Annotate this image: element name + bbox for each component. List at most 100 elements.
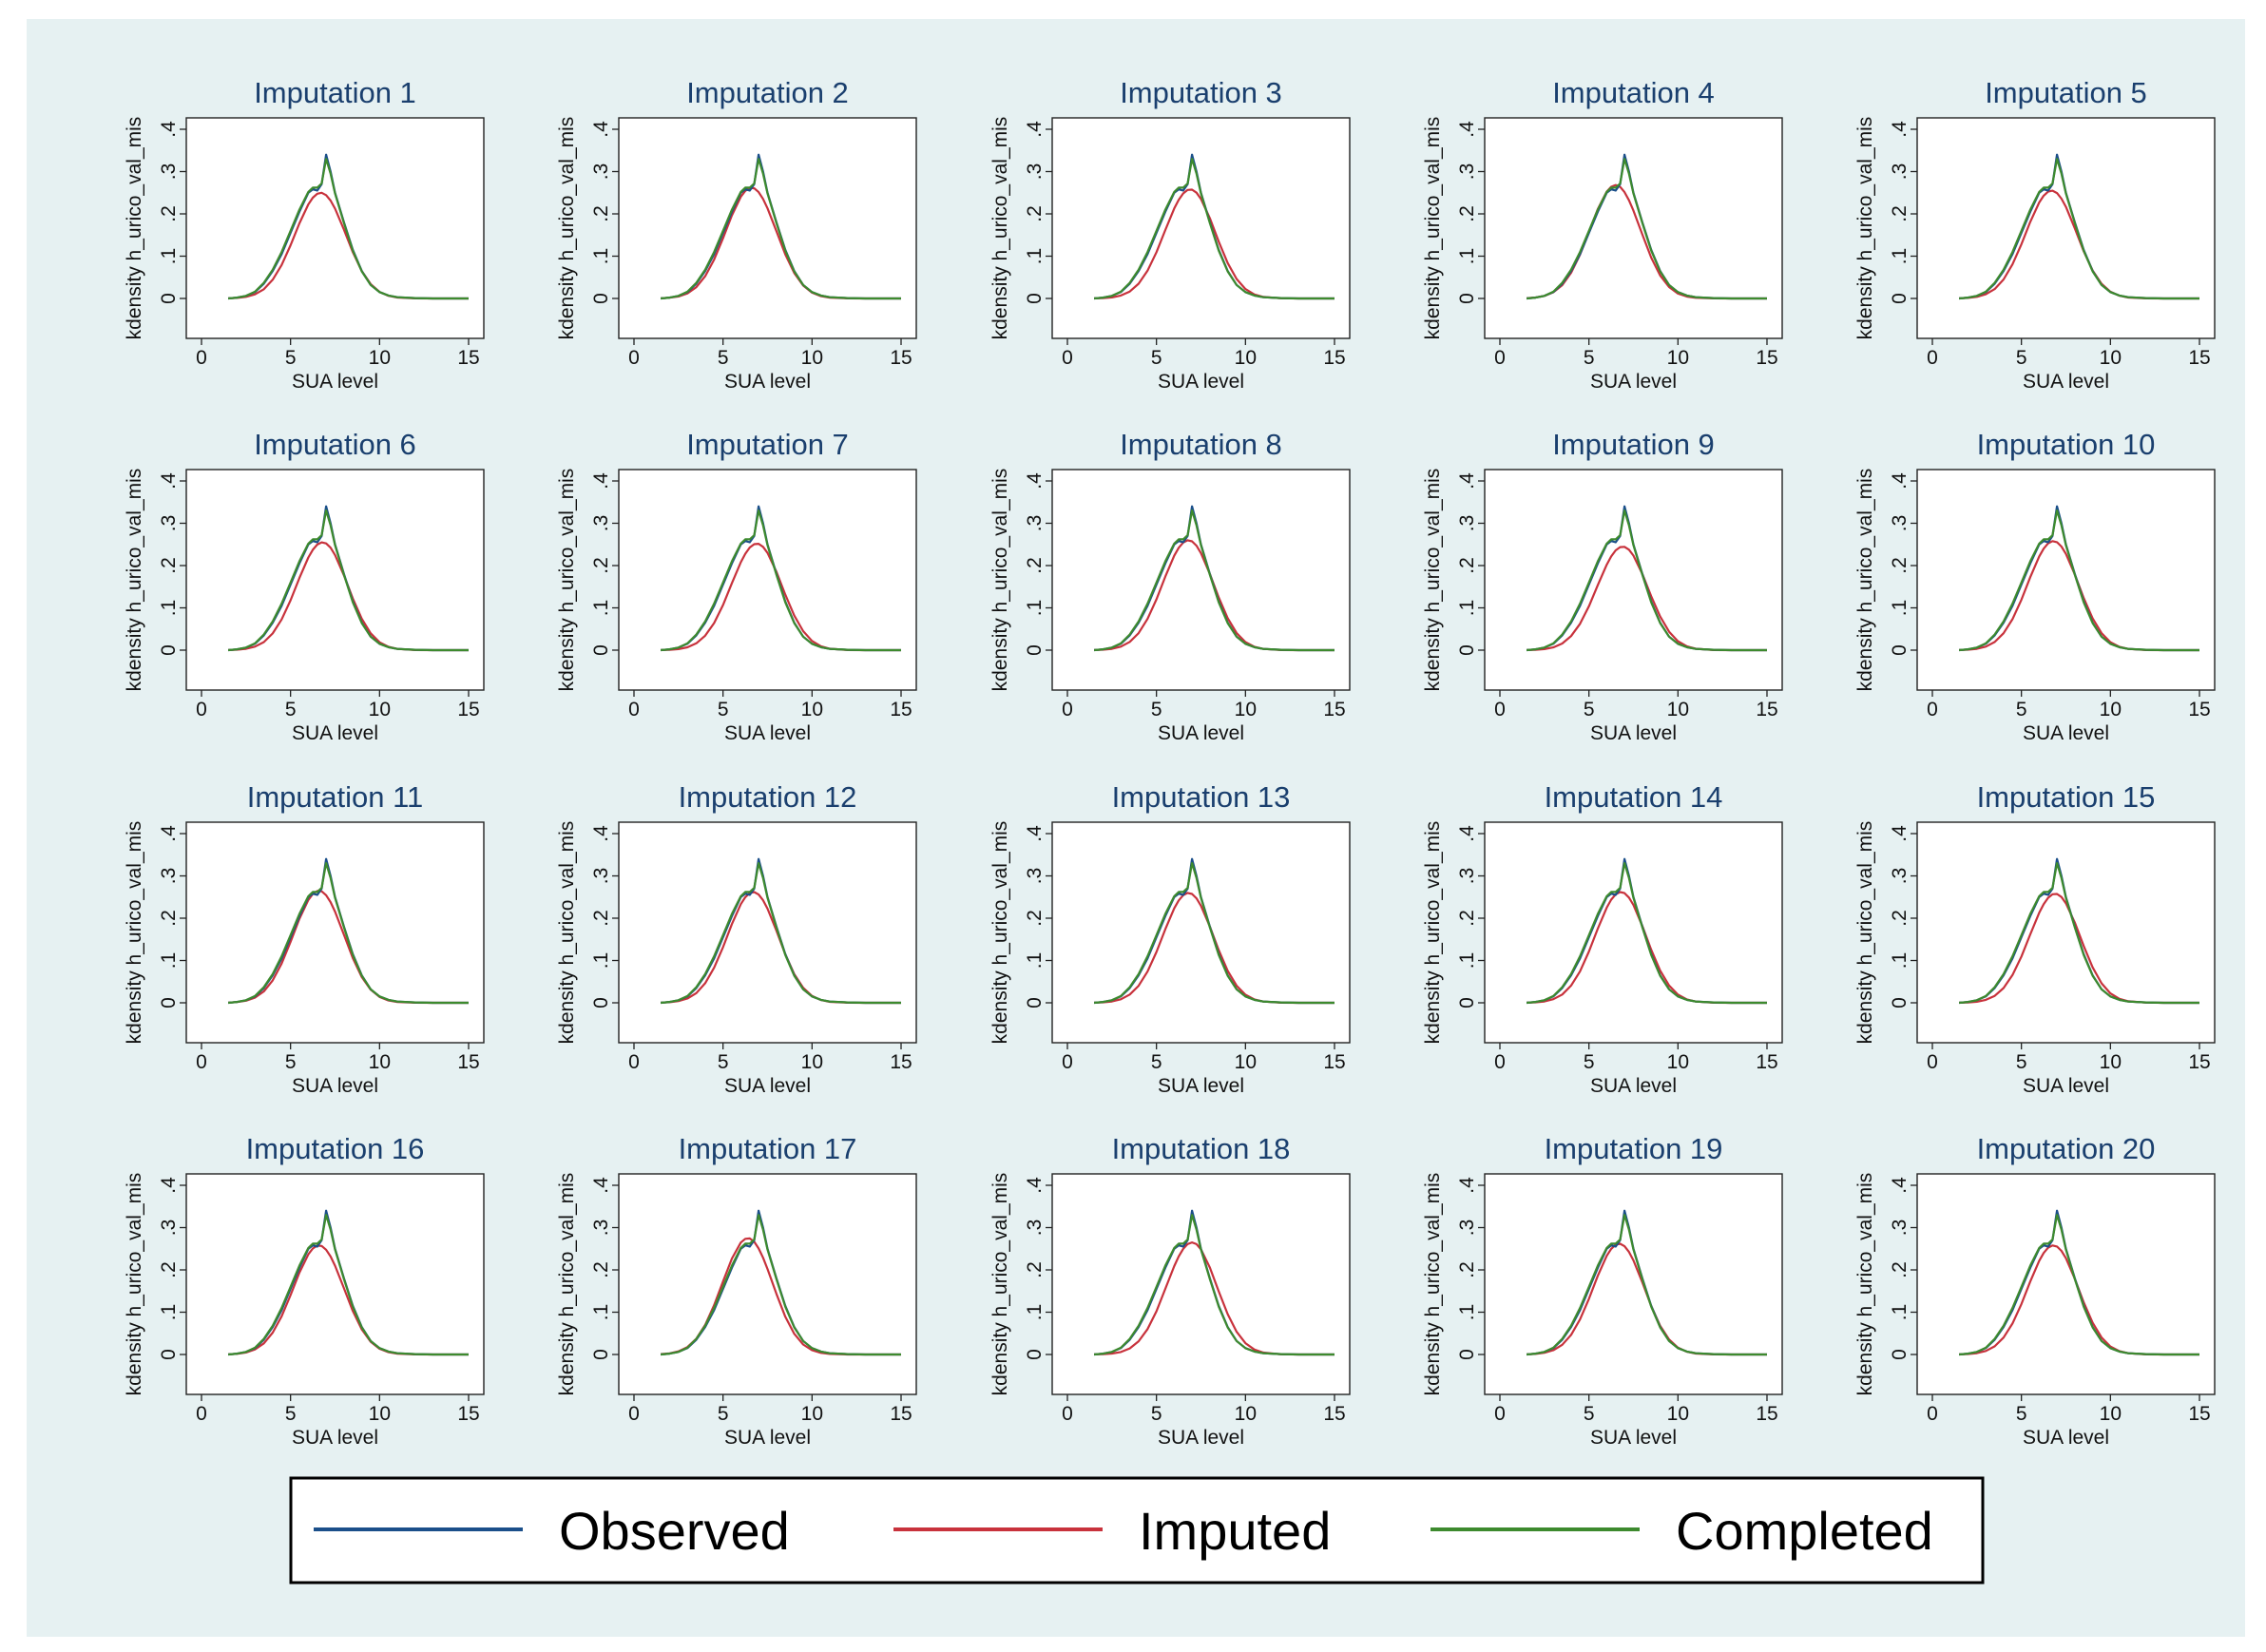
x-tick-label: 5 [285, 347, 297, 369]
y-tick-label: .3 [1024, 868, 1046, 885]
panel-18: Imputation 18 0 .1 .2 .3 .4 0 5 10 15 SUA level kde… [989, 1132, 1351, 1449]
y-tick-label: .2 [1024, 910, 1046, 927]
panel-1: Imputation 1 0 .1 .2 .3 .4 0 5 10 15 SUA level kden… [124, 76, 485, 393]
y-tick-label: .1 [1889, 952, 1911, 970]
panel-20: Imputation 20 0 .1 .2 .3 .4 0 5 10 15 SUA level kde… [1854, 1132, 2216, 1449]
panel-11: Imputation 11 0 .1 .2 .3 .4 0 5 10 15 SUA level kde… [124, 780, 485, 1097]
x-tick-label: 10 [1235, 1051, 1257, 1073]
panels-layer: Imputation 10 .1 .2 .3 .4 0 5 10 15 SUA level kden… [124, 76, 2216, 1449]
y-tick-label: .4 [590, 825, 612, 842]
y-axis-label: kdensity h_urico_val_mis [989, 1173, 1011, 1396]
series-completed-line [1526, 509, 1767, 652]
plot-area [185, 821, 485, 1044]
y-tick-label: .1 [1456, 1304, 1478, 1321]
x-axis-label: SUA level [2023, 722, 2109, 744]
x-tick-label: 5 [2016, 1051, 2027, 1073]
x-tick-label: 0 [1927, 1403, 1938, 1425]
y-tick-label: .4 [1024, 121, 1046, 138]
y-tick-label: .1 [1456, 952, 1478, 970]
y-tick-label: .1 [590, 952, 612, 970]
x-tick-label: 15 [2188, 347, 2210, 369]
y-tick-label: .3 [158, 868, 180, 885]
x-tick-label: 10 [801, 1051, 823, 1073]
y-tick-label: .2 [1456, 1261, 1478, 1278]
y-tick-label: .1 [1456, 248, 1478, 265]
y-tick-label: .1 [158, 600, 180, 617]
x-tick-label: 10 [1235, 347, 1257, 369]
y-tick-label: .3 [1456, 163, 1478, 181]
panel-title: Imputation 10 [1977, 428, 2156, 461]
y-tick-label: .3 [1889, 515, 1911, 532]
y-tick-label: 0 [158, 293, 180, 304]
x-tick-label: 5 [1584, 1403, 1595, 1425]
y-tick-label: .2 [158, 557, 180, 574]
plot-area [1484, 117, 1783, 339]
y-tick-label: .2 [158, 910, 180, 927]
series-completed-line [660, 158, 901, 300]
series-completed-line [1093, 1214, 1335, 1356]
series-completed-line [227, 861, 469, 1005]
series-completed-line [660, 509, 901, 652]
y-tick-label: 0 [1889, 997, 1911, 1008]
panel-title: Imputation 8 [1120, 428, 1282, 461]
plot-area [1916, 117, 2216, 339]
series-completed-line [1093, 861, 1335, 1005]
y-tick-label: 0 [1889, 293, 1911, 304]
y-tick-label: .3 [1889, 1220, 1911, 1237]
plot-area [618, 821, 917, 1044]
y-tick-label: .1 [1024, 952, 1046, 970]
plot-area [1916, 821, 2216, 1044]
x-tick-label: 0 [628, 699, 640, 720]
y-tick-label: .4 [1024, 472, 1046, 490]
x-tick-label: 5 [1584, 1051, 1595, 1073]
y-tick-label: .1 [1024, 1304, 1046, 1321]
panel-16: Imputation 16 0 .1 .2 .3 .4 0 5 10 15 SUA level kde… [124, 1132, 485, 1449]
panel-9: Imputation 9 0 .1 .2 .3 .4 0 5 10 15 SUA level kden… [1422, 428, 1783, 744]
y-tick-label: .3 [1889, 163, 1911, 181]
panel-title: Imputation 14 [1545, 780, 1723, 814]
y-tick-label: .1 [590, 600, 612, 617]
y-axis-label: kdensity h_urico_val_mis [1854, 117, 1876, 340]
y-tick-label: .1 [590, 248, 612, 265]
series-completed-line [1526, 158, 1767, 300]
y-axis-label: kdensity h_urico_val_mis [1422, 1173, 1444, 1396]
y-tick-label: .2 [1889, 557, 1911, 574]
y-axis-label: kdensity h_urico_val_mis [1422, 117, 1444, 340]
y-tick-label: .1 [1024, 600, 1046, 617]
plot-area [1051, 821, 1351, 1044]
y-tick-label: .3 [1024, 515, 1046, 532]
y-axis-label: kdensity h_urico_val_mis [1422, 821, 1444, 1045]
x-tick-label: 5 [1151, 347, 1162, 369]
x-tick-label: 5 [1151, 699, 1162, 720]
panel-6: Imputation 6 0 .1 .2 .3 .4 0 5 10 15 SUA level kden… [124, 428, 485, 744]
x-tick-label: 5 [1584, 699, 1595, 720]
y-axis-label: kdensity h_urico_val_mis [124, 469, 145, 692]
y-axis-label: kdensity h_urico_val_mis [989, 821, 1011, 1045]
x-axis-label: SUA level [1158, 722, 1244, 744]
y-tick-label: 0 [1456, 997, 1478, 1008]
x-tick-label: 10 [369, 1051, 391, 1073]
x-tick-label: 10 [801, 347, 823, 369]
x-tick-label: 0 [1062, 347, 1073, 369]
x-tick-label: 15 [1323, 347, 1345, 369]
x-axis-label: SUA level [724, 722, 811, 744]
y-tick-label: .1 [158, 1304, 180, 1321]
panel-17: Imputation 17 0 .1 .2 .3 .4 0 5 10 15 SUA level kde… [556, 1132, 917, 1449]
series-completed-line [1958, 509, 2199, 652]
x-tick-label: 5 [718, 347, 729, 369]
y-tick-label: .4 [1456, 121, 1478, 138]
y-tick-label: .1 [1889, 1304, 1911, 1321]
x-tick-label: 15 [457, 347, 479, 369]
y-tick-label: .4 [590, 472, 612, 490]
y-tick-label: .3 [590, 515, 612, 532]
plot-area [618, 469, 917, 691]
panel-title: Imputation 18 [1112, 1132, 1291, 1165]
x-tick-label: 10 [1667, 1051, 1689, 1073]
x-tick-label: 5 [285, 1051, 297, 1073]
x-axis-label: SUA level [1590, 722, 1677, 744]
y-tick-label: .2 [1024, 1261, 1046, 1278]
y-axis-label: kdensity h_urico_val_mis [1422, 469, 1444, 692]
x-axis-label: SUA level [1158, 1427, 1244, 1449]
plot-area [1051, 117, 1351, 339]
y-tick-label: 0 [1024, 644, 1046, 656]
